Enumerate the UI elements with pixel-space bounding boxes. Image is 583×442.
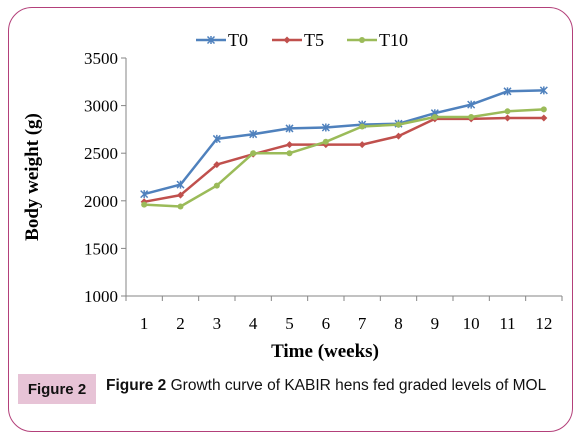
y-tick-label: 2000 <box>84 192 118 211</box>
data-point-T10 <box>468 114 475 121</box>
data-point-T10 <box>395 121 402 128</box>
data-point-T10 <box>431 114 438 121</box>
legend-item-T5: T5 <box>272 30 324 50</box>
data-point-T5 <box>358 141 366 149</box>
figure-frame <box>8 7 573 432</box>
data-point-T10 <box>359 37 365 43</box>
y-tick-label: 2500 <box>84 144 118 163</box>
axes <box>125 58 562 297</box>
legend-item-T0: T0 <box>196 30 248 50</box>
data-point-T5 <box>286 141 293 149</box>
x-tick-label: 2 <box>176 314 185 333</box>
x-tick-label: 7 <box>358 314 367 333</box>
y-axis-title: Body weight (g) <box>22 113 43 241</box>
x-tick-label: 1 <box>140 314 149 333</box>
data-point-T0 <box>140 190 149 199</box>
y-tick-label: 3500 <box>84 49 118 68</box>
series-line-T5 <box>143 116 544 204</box>
data-point-T10 <box>540 106 547 113</box>
series-line-T10 <box>144 108 544 208</box>
y-tick-label: 3000 <box>84 97 118 116</box>
data-point-T5 <box>395 132 402 140</box>
series-line-T0 <box>143 89 544 196</box>
data-point-T5 <box>540 114 548 122</box>
data-point-T5 <box>213 161 221 169</box>
data-point-T10 <box>141 201 148 208</box>
data-point-T10 <box>213 182 220 189</box>
x-tick-label: 12 <box>535 314 552 333</box>
x-tick-label: 11 <box>499 314 515 333</box>
data-point-T0 <box>503 87 512 96</box>
data-point-T0 <box>206 35 216 45</box>
x-tick-label: 10 <box>463 314 480 333</box>
data-point-T0 <box>176 180 185 189</box>
caption-label: Figure 2 <box>106 377 167 394</box>
data-point-T5 <box>177 191 184 199</box>
x-tick-label: 5 <box>285 314 294 333</box>
x-tick-label: 4 <box>249 314 258 333</box>
data-point-T10 <box>359 123 366 130</box>
data-point-T0 <box>321 123 330 132</box>
caption-tag: Figure 2 <box>18 374 96 404</box>
legend-item-T10: T10 <box>347 30 408 50</box>
x-tick-label: 9 <box>431 314 440 333</box>
legend-label-T5: T5 <box>304 30 324 50</box>
data-point-T10 <box>250 150 257 157</box>
data-point-T0 <box>212 134 221 143</box>
data-point-T10 <box>322 138 329 145</box>
series-group <box>140 86 548 210</box>
data-point-T10 <box>504 108 511 115</box>
data-point-T5 <box>504 114 511 122</box>
x-tick-label: 3 <box>213 314 222 333</box>
caption: Figure 2 Growth curve of KABIR hens fed … <box>106 376 566 395</box>
x-axis-title: Time (weeks) <box>271 341 379 362</box>
y-ticks: 1000 1500 2000 2500 3000 3500 <box>84 49 126 306</box>
legend-label-T10: T10 <box>379 30 408 50</box>
x-tick-label: 8 <box>394 314 403 333</box>
x-tick-label: 6 <box>322 314 331 333</box>
legend: T0 T5 T10 <box>196 30 408 50</box>
x-ticks: 1 2 3 4 5 6 7 8 9 10 11 12 <box>125 296 563 333</box>
y-tick-label: 1500 <box>84 239 118 258</box>
data-point-T0 <box>467 100 476 109</box>
y-tick-label: 1000 <box>84 287 118 306</box>
data-point-T0 <box>285 124 294 133</box>
legend-label-T0: T0 <box>228 30 248 50</box>
data-point-T10 <box>177 203 184 210</box>
caption-text: Growth curve of KABIR hens fed graded le… <box>170 377 547 394</box>
data-point-T0 <box>539 86 548 95</box>
data-point-T5 <box>283 36 291 44</box>
data-point-T10 <box>286 150 293 157</box>
data-point-T0 <box>249 130 258 139</box>
